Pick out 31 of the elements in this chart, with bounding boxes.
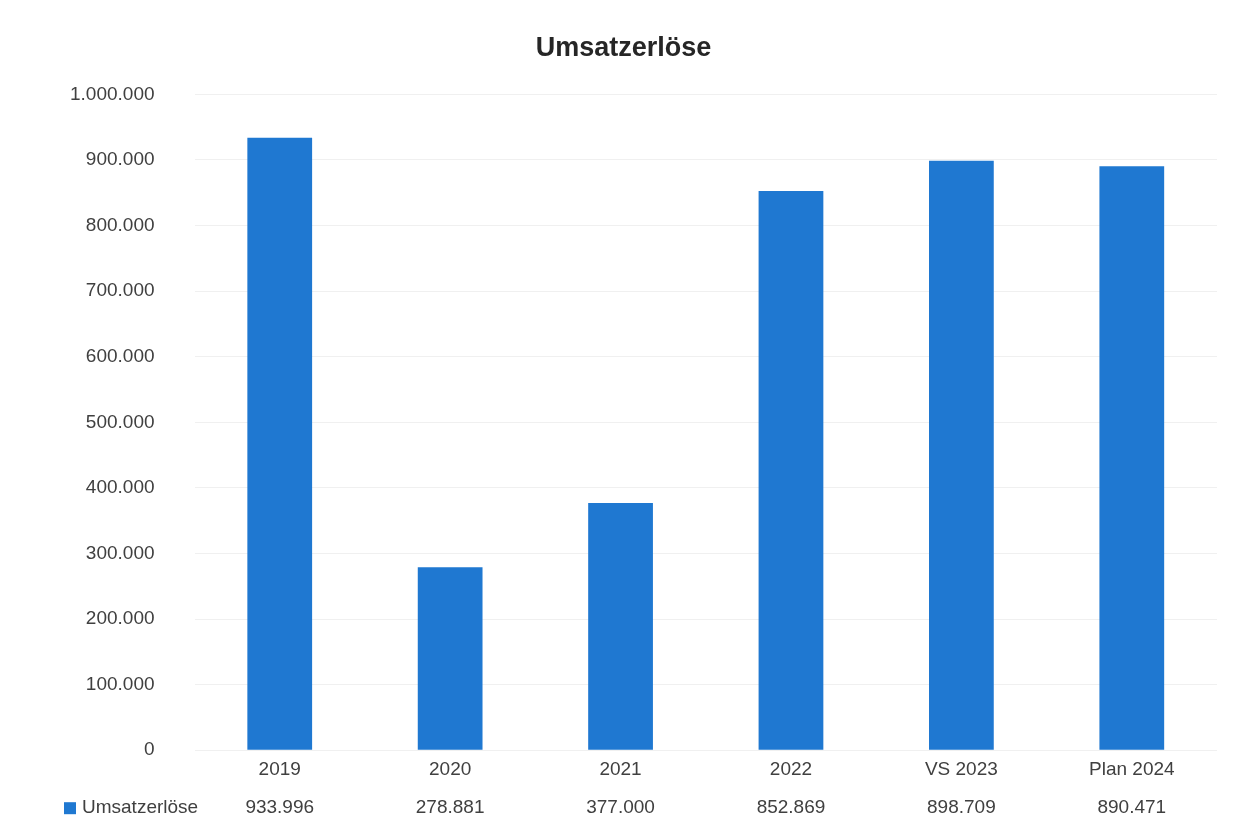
y-tick-label: 900.000	[85, 148, 155, 170]
bar	[417, 567, 483, 750]
data-label: 898.709	[927, 796, 996, 818]
bar	[929, 160, 994, 750]
x-tick-label: Plan 2024	[1089, 757, 1176, 779]
y-tick-label: 200.000	[85, 607, 155, 629]
bar	[588, 502, 653, 750]
data-label: 377.000	[586, 796, 655, 818]
x-tick-label: 2019	[258, 757, 301, 779]
y-tick-label: 800.000	[85, 213, 155, 235]
bar	[1099, 166, 1165, 750]
data-label: 933.996	[245, 796, 315, 818]
data-label: 890.471	[1097, 796, 1167, 818]
y-tick-label: 600.000	[85, 344, 155, 366]
y-tick-label: 500.000	[85, 410, 155, 432]
legend-label: Umsatzerlöse	[82, 796, 199, 818]
data-label: 852.869	[756, 796, 826, 818]
x-tick-label: 2020	[429, 757, 472, 779]
x-tick-label: 2022	[769, 757, 813, 779]
x-tick-label: 2021	[599, 757, 642, 779]
y-tick-label: 300.000	[85, 541, 155, 563]
y-tick-label: 1.000.000	[69, 82, 155, 104]
chart-title: Umsatzerlöse	[535, 31, 712, 62]
y-tick-label: 100.000	[85, 672, 155, 694]
y-tick-label: 700.000	[85, 279, 155, 301]
x-tick-label: VS 2023	[924, 757, 998, 779]
data-label: 278.881	[415, 796, 485, 818]
bar	[247, 137, 313, 750]
y-tick-label: 0	[143, 738, 155, 760]
y-tick-label: 400.000	[85, 476, 155, 498]
bar	[758, 190, 824, 750]
